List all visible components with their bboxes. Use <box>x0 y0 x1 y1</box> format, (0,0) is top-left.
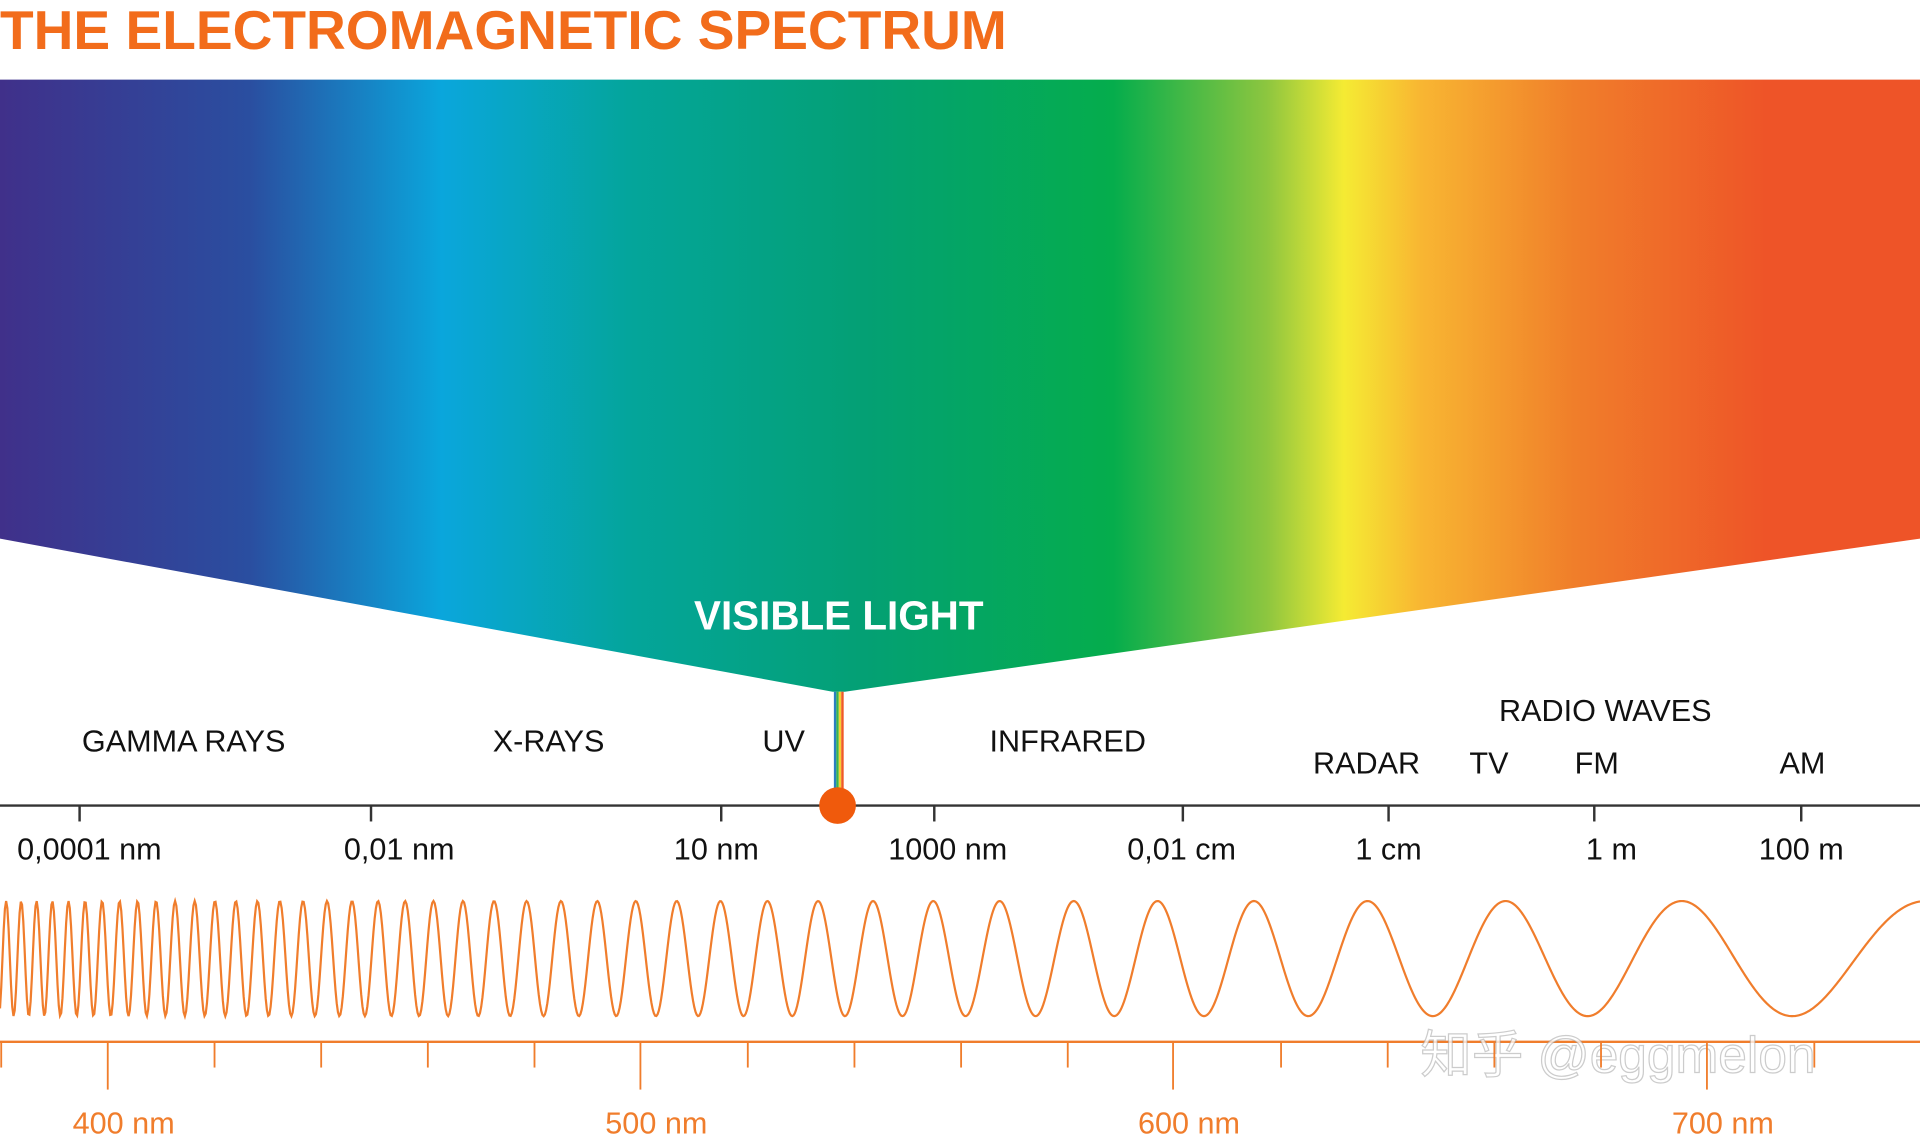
visible-strip <box>836 691 839 800</box>
visible-light-label: VISIBLE LIGHT <box>694 592 984 638</box>
region-label: FM <box>1575 747 1619 781</box>
visible-strip <box>833 691 837 800</box>
visible-label: 500 nm <box>605 1107 707 1141</box>
visible-label: 400 nm <box>73 1107 175 1141</box>
visible-strip <box>838 691 842 800</box>
region-label: RADIO WAVES <box>1499 694 1712 728</box>
visible-marker <box>819 787 856 824</box>
visible-strip <box>841 691 844 800</box>
scale-label: 10 nm <box>674 832 759 866</box>
watermark: 知乎 @eggmelon <box>1420 1025 1815 1083</box>
region-label: UV <box>762 725 805 759</box>
scale-label: 1 cm <box>1355 832 1421 866</box>
region-label: X-RAYS <box>493 725 605 759</box>
scale-label: 0,01 cm <box>1127 832 1236 866</box>
region-label: INFRARED <box>990 725 1146 759</box>
region-label: GAMMA RAYS <box>82 725 285 759</box>
region-label: RADAR <box>1313 747 1420 781</box>
scale-label: 1 m <box>1586 832 1637 866</box>
scale-label: 0,01 nm <box>344 832 455 866</box>
scale-label: 100 m <box>1759 832 1844 866</box>
visible-label: 700 nm <box>1672 1107 1774 1141</box>
title: THE ELECTROMAGNETIC SPECTRUM <box>0 0 1007 61</box>
region-label: TV <box>1469 747 1509 781</box>
scale-label: 0,0001 nm <box>17 832 162 866</box>
region-label: AM <box>1780 747 1826 781</box>
spectrum-band <box>0 79 1920 692</box>
scale-label: 1000 nm <box>888 832 1007 866</box>
wave <box>0 896 1920 1021</box>
visible-label: 600 nm <box>1138 1107 1240 1141</box>
